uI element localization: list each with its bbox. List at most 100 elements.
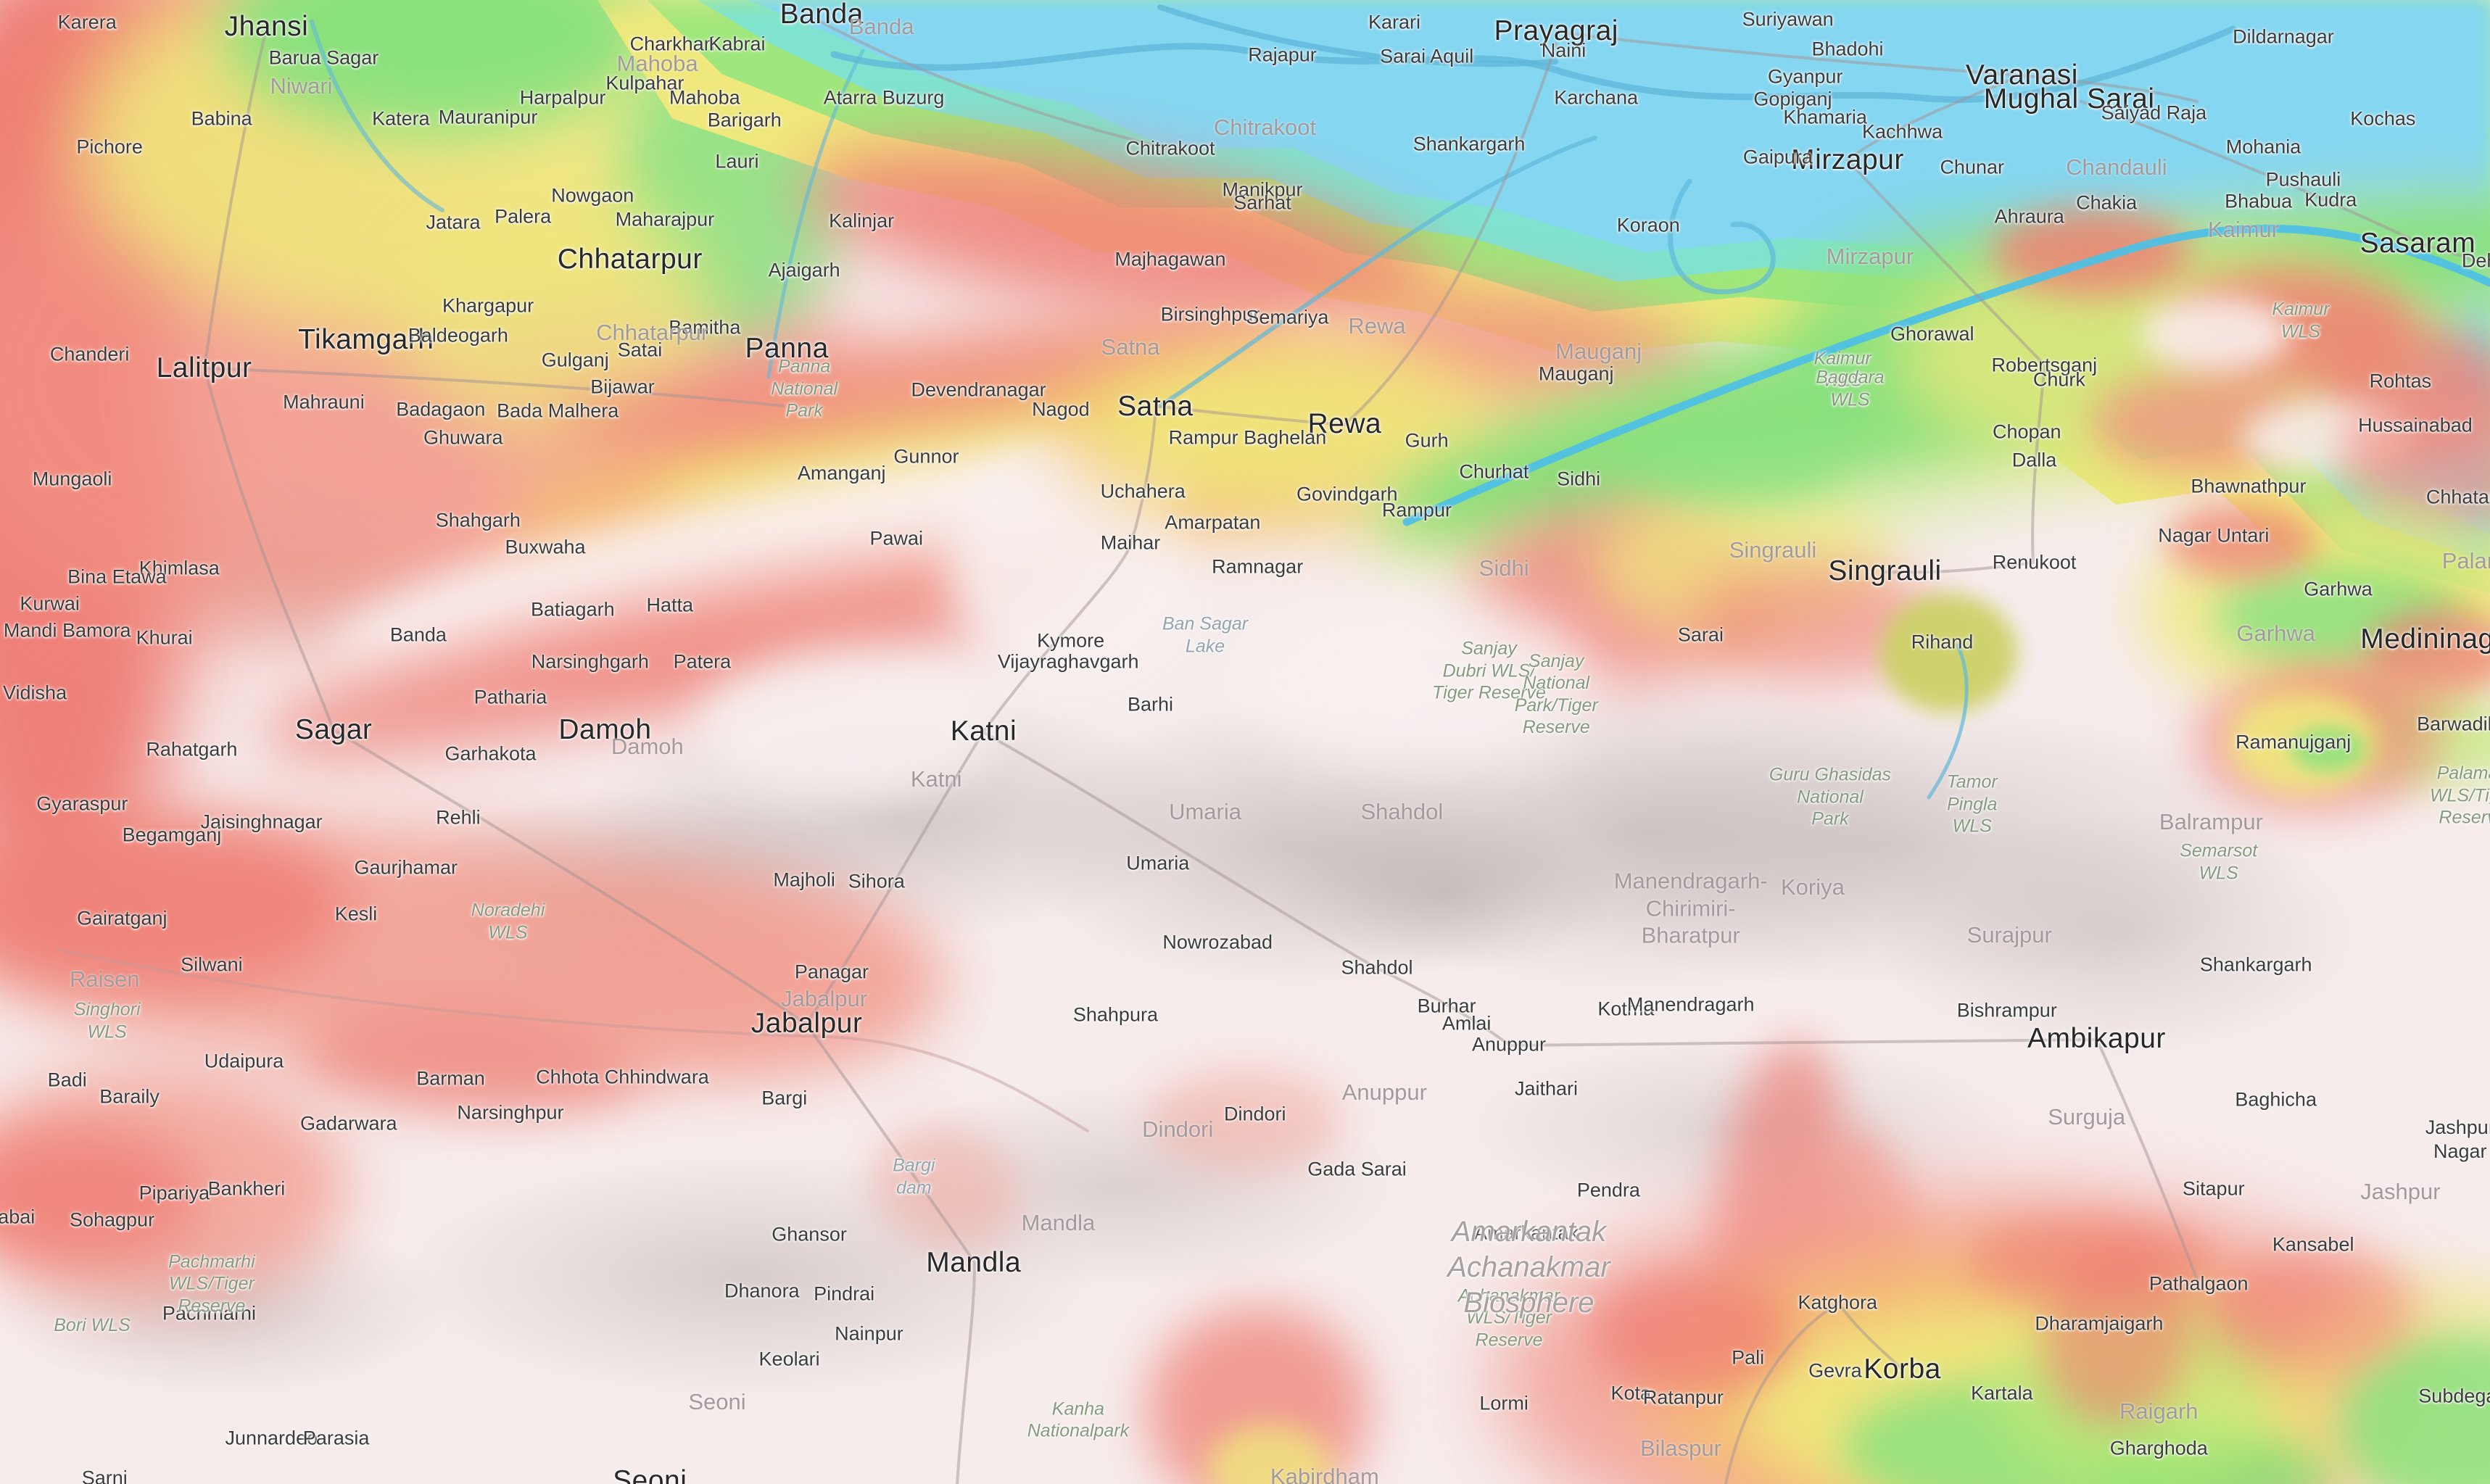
map-label-ajaigarh: Ajaigarh [768, 259, 840, 281]
map-label-saiyad-raja: Saiyad Raja [2101, 101, 2207, 124]
map-label-devendranagar: Devendranagar [911, 378, 1046, 401]
map-label-medininagar: Medininagar [2360, 623, 2490, 655]
map-label-sarai: Sarai [1677, 623, 1724, 646]
map-label-kaimur-wls: Kaimur WLS [2272, 299, 2330, 342]
map-label-gharghoda: Gharghoda [2109, 1437, 2208, 1459]
map-label-rewa: Rewa [1348, 313, 1406, 339]
map-label-garhakota: Garhakota [444, 742, 537, 765]
map-label-kochas: Kochas [2350, 107, 2416, 130]
road [2096, 1038, 2200, 1285]
map-label-dindori: Dindori [1223, 1103, 1286, 1125]
map-label-seoni: Seoni [688, 1389, 746, 1415]
map-label-rewa: Rewa [1307, 408, 1382, 440]
map-label-kaimur-wls: Kaimur WLS [1813, 348, 1871, 391]
map-label-majhagawan: Majhagawan [1114, 248, 1226, 270]
map-label-mauranipur: Mauranipur [438, 106, 538, 128]
map-label-garhwa: Garhwa [2304, 578, 2373, 600]
map-label-rihand: Rihand [1911, 631, 1974, 653]
map-label-satai: Satai [617, 339, 663, 361]
map-label-khurai: Khurai [136, 626, 193, 649]
map-label-parasia: Parasia [302, 1427, 370, 1449]
map-label-gyanpur: Gyanpur [1767, 65, 1843, 88]
map-label-mughal-sarai: Mughal Sarai [1983, 83, 2155, 115]
map-label-badi: Badi [47, 1069, 87, 1091]
map-label-khimlasa: Khimlasa [138, 557, 220, 579]
map-label-sarhat: Sarhat [1233, 191, 1291, 214]
map-label-harpalpur: Harpalpur [519, 86, 606, 109]
map-label-jashpur: Jashpur [2360, 1178, 2441, 1204]
map-label-bilaspur: Bilaspur [1639, 1435, 1721, 1461]
map-label-tikamgarh: Tikamgarh [298, 323, 434, 355]
map-label-kabrai: Kabrai [708, 33, 766, 55]
road [1130, 404, 1346, 545]
map-label-hussainabad: Hussainabad [2358, 415, 2473, 437]
map-label-sanjay-national-park-tiger-reserve: Sanjay National Park/Tiger Reserve [1514, 650, 1598, 738]
map-label-sitapur: Sitapur [2183, 1177, 2245, 1200]
map-label-barhi: Barhi [1127, 693, 1174, 716]
map-label-babai: Babai [0, 1206, 36, 1228]
map-label-palera: Palera [495, 205, 552, 228]
map-label-dhanora: Dhanora [724, 1280, 800, 1302]
map-label-narsinghgarh: Narsinghgarh [531, 650, 649, 673]
map-label-mohania: Mohania [2225, 136, 2301, 158]
map-label-sarni: Sarni [81, 1467, 128, 1484]
map-label-semarsot-wls: Semarsot WLS [2180, 840, 2258, 884]
map-label-gaipura: Gaipura [1742, 146, 1813, 168]
map-label-jhansi: Jhansi [224, 11, 309, 43]
map-label-amarpatan: Amarpatan [1165, 511, 1261, 534]
map-label-chakia: Chakia [2076, 191, 2138, 214]
map-label-koraon: Koraon [1616, 214, 1680, 236]
map-label-lauri: Lauri [715, 150, 759, 173]
map-label-karchana: Karchana [1554, 86, 1638, 109]
map-label-katni: Katni [910, 766, 962, 792]
map-label-udaipura: Udaipura [204, 1050, 284, 1072]
map-label-mahoba: Mahoba [616, 51, 698, 77]
map-label-keolari: Keolari [758, 1348, 820, 1370]
map-label-sanjay-dubri-wls-tiger-reserve: Sanjay Dubri WLS/ Tiger Reserve [1432, 638, 1546, 703]
map-label-singrauli: Singrauli [1729, 537, 1817, 563]
map-label-banda: Banda [389, 623, 447, 646]
map-label-khargapur: Khargapur [442, 294, 534, 317]
map-label-amarkantak: Amarkantak [1474, 1222, 1579, 1244]
map-label-ghorawal: Ghorawal [1890, 323, 1974, 345]
map-label-burhar: Burhar [1417, 995, 1476, 1017]
road [2080, 100, 2490, 266]
map-label-renukoot: Renukoot [1992, 551, 2077, 573]
map-label-charkhari: Charkhari [629, 33, 715, 55]
map-label-kabirdham: Kabirdham [1270, 1463, 1379, 1484]
son-river [1402, 224, 2490, 526]
map-label-noradehi-wls: Noradehi WLS [471, 900, 545, 943]
map-label-dalla: Dalla [2011, 449, 2057, 471]
map-label-bankheri: Bankheri [207, 1177, 286, 1200]
map-label-bagdara-wls: Bagdara WLS [1816, 367, 1885, 410]
map-label-chhota-chhindwara: Chhota Chhindwara [536, 1066, 709, 1088]
map-label-mungaoli: Mungaoli [32, 468, 112, 490]
map-label-baraily: Baraily [99, 1085, 160, 1108]
map-label-jashpur-nagar: Jashpur Nagar [2425, 1116, 2490, 1163]
map-label-chandauli: Chandauli [2066, 154, 2167, 181]
map-label-kymore: Kymore [1037, 629, 1105, 652]
map-label-balrampur: Balrampur [2159, 809, 2263, 835]
map-label-chopan: Chopan [1992, 420, 2061, 443]
map-label-pachmarhi-wls-tiger-reserve: Pachmarhi WLS/Tiger Reserve [168, 1251, 255, 1316]
map-label-barua-sagar: Barua Sagar [268, 46, 379, 69]
map-label-pawai: Pawai [869, 527, 924, 550]
map-label-niwari: Niwari [270, 72, 333, 99]
map-label-surguja: Surguja [2048, 1104, 2126, 1130]
map-label-banda: Banda [779, 0, 864, 30]
map-label-bina-etawa: Bina Etawa [67, 565, 167, 588]
map-label-mandi-bamora: Mandi Bamora [3, 619, 131, 642]
map-label-chhatarpur: Chhatarpur [2425, 486, 2490, 508]
road [1343, 42, 1558, 426]
map-label-bhadohi: Bhadohi [1811, 38, 1884, 60]
map-label-rahatgarh: Rahatgarh [146, 738, 238, 760]
map-label-karari: Karari [1368, 11, 1421, 33]
map-label-dildarnagar: Dildarnagar [2233, 25, 2334, 48]
map-label-dharamjaigarh: Dharamjaigarh [2035, 1312, 2164, 1335]
map-label-suriyawan: Suriyawan [1742, 8, 1834, 30]
map-label-panna-national-park: Panna National Park [771, 356, 838, 421]
road [805, 1023, 977, 1484]
